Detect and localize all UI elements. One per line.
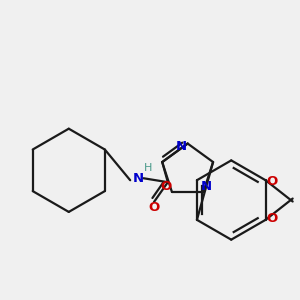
Text: N: N (176, 140, 187, 153)
Text: O: O (266, 175, 278, 188)
Text: N: N (133, 172, 144, 185)
Text: O: O (148, 201, 160, 214)
Text: N: N (201, 180, 212, 193)
Text: H: H (144, 163, 152, 173)
Text: O: O (266, 212, 278, 225)
Text: O: O (160, 180, 172, 193)
